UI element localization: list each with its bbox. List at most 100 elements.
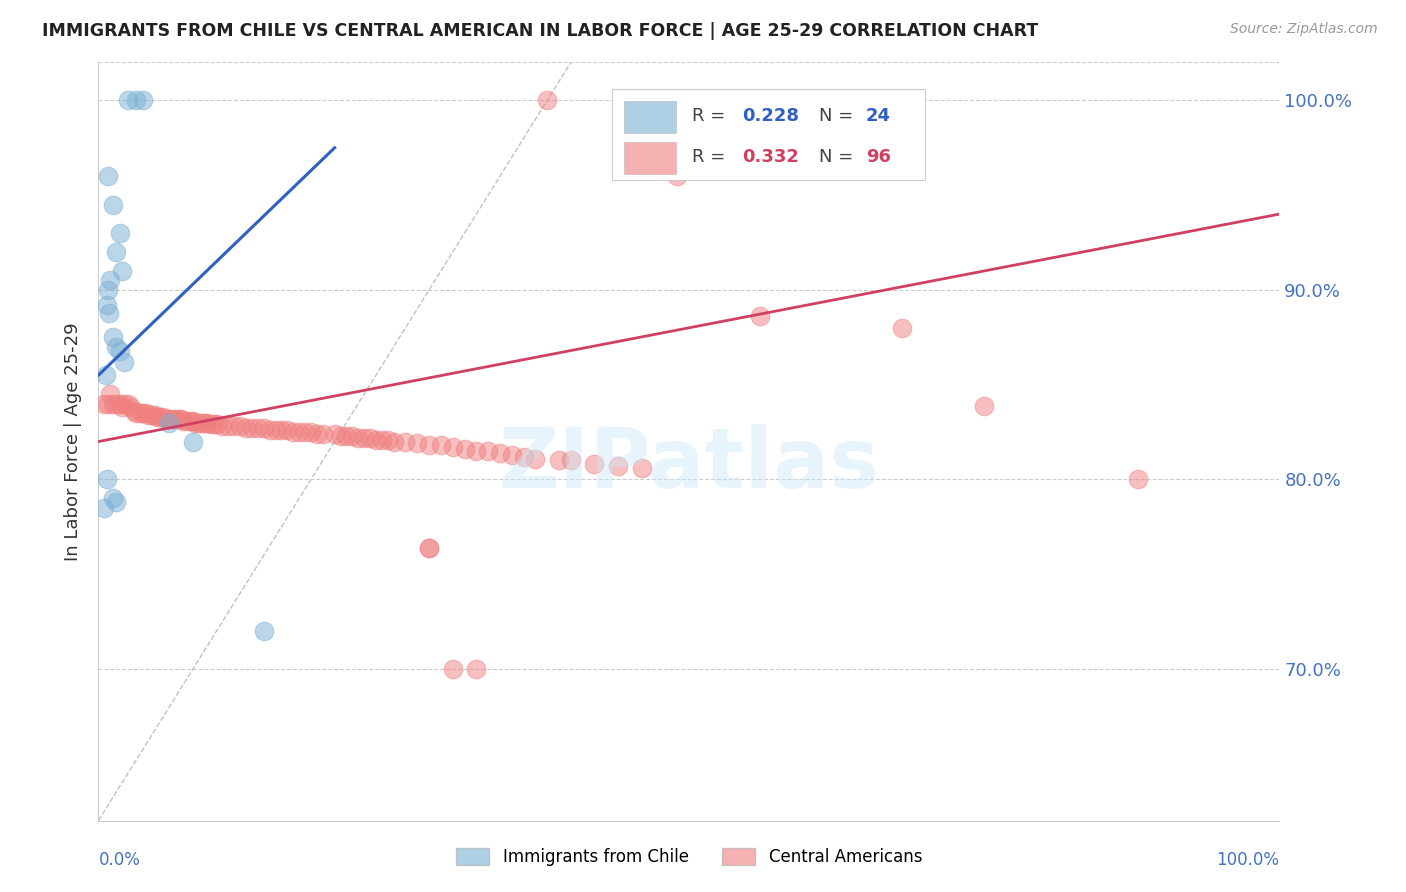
Point	[143, 408, 166, 422]
Point	[184, 416, 207, 430]
Point	[560, 453, 582, 467]
Point	[501, 448, 523, 462]
FancyBboxPatch shape	[612, 89, 925, 180]
Point	[235, 421, 257, 435]
Point	[172, 414, 194, 428]
Point	[125, 94, 148, 108]
Point	[441, 662, 464, 676]
Point	[246, 421, 269, 435]
Point	[180, 414, 202, 428]
Point	[371, 433, 394, 447]
Point	[253, 421, 276, 435]
Point	[157, 412, 180, 426]
Point	[1126, 473, 1149, 487]
Point	[973, 399, 995, 413]
Point	[194, 416, 217, 430]
Text: Source: ZipAtlas.com: Source: ZipAtlas.com	[1230, 22, 1378, 37]
Point	[112, 397, 135, 411]
Point	[666, 169, 689, 184]
Point	[359, 431, 381, 445]
Point	[101, 397, 124, 411]
Point	[394, 434, 416, 449]
Point	[108, 226, 131, 240]
Point	[98, 273, 121, 287]
Point	[353, 431, 375, 445]
Point	[253, 624, 276, 639]
Point	[98, 306, 121, 320]
Text: 0.0%: 0.0%	[98, 851, 141, 869]
Text: R =: R =	[693, 107, 731, 125]
Point	[536, 94, 558, 108]
Point	[524, 451, 547, 466]
Point	[93, 397, 115, 411]
Point	[152, 409, 174, 424]
Point	[132, 406, 155, 420]
Point	[890, 321, 912, 335]
Point	[200, 417, 222, 432]
Point	[125, 406, 148, 420]
Point	[335, 429, 357, 443]
Point	[205, 417, 228, 432]
Point	[101, 330, 124, 344]
Point	[477, 444, 499, 458]
Point	[224, 419, 246, 434]
Legend: Immigrants from Chile, Central Americans: Immigrants from Chile, Central Americans	[449, 841, 929, 873]
FancyBboxPatch shape	[624, 101, 676, 133]
Point	[128, 406, 150, 420]
Text: 0.332: 0.332	[742, 148, 799, 166]
Point	[382, 434, 405, 449]
Point	[342, 429, 364, 443]
Text: 96: 96	[866, 148, 891, 166]
Text: N =: N =	[818, 148, 859, 166]
Point	[101, 197, 124, 211]
Point	[156, 412, 179, 426]
Point	[240, 421, 263, 435]
Point	[312, 427, 335, 442]
Point	[108, 397, 131, 411]
Point	[748, 310, 770, 324]
Point	[418, 541, 440, 555]
Point	[430, 438, 453, 452]
Point	[548, 453, 571, 467]
Point	[211, 419, 233, 434]
Point	[97, 169, 120, 184]
Point	[294, 425, 316, 439]
Point	[96, 473, 118, 487]
Point	[347, 431, 370, 445]
Point	[117, 397, 139, 411]
Point	[149, 409, 172, 424]
Point	[146, 409, 169, 424]
Y-axis label: In Labor Force | Age 25-29: In Labor Force | Age 25-29	[65, 322, 83, 561]
Text: R =: R =	[693, 148, 731, 166]
Point	[111, 401, 134, 415]
Point	[101, 491, 124, 506]
Point	[489, 446, 512, 460]
Point	[276, 423, 298, 437]
Point	[195, 416, 218, 430]
Point	[94, 368, 117, 383]
Point	[157, 416, 180, 430]
Text: IMMIGRANTS FROM CHILE VS CENTRAL AMERICAN IN LABOR FORCE | AGE 25-29 CORRELATION: IMMIGRANTS FROM CHILE VS CENTRAL AMERICA…	[42, 22, 1039, 40]
Point	[377, 433, 399, 447]
Text: 24: 24	[866, 107, 891, 125]
Point	[607, 459, 630, 474]
Point	[181, 434, 204, 449]
Point	[98, 387, 121, 401]
Text: 0.228: 0.228	[742, 107, 799, 125]
Point	[630, 461, 652, 475]
Point	[217, 419, 239, 434]
Point	[96, 298, 118, 312]
Point	[105, 397, 128, 411]
Point	[132, 94, 155, 108]
Point	[187, 416, 209, 430]
Point	[323, 427, 346, 442]
FancyBboxPatch shape	[624, 142, 676, 174]
Text: N =: N =	[818, 107, 859, 125]
Point	[441, 440, 464, 454]
Point	[93, 500, 115, 515]
Point	[105, 340, 128, 354]
Point	[108, 343, 131, 358]
Point	[135, 406, 157, 420]
Point	[112, 355, 135, 369]
Point	[465, 662, 488, 676]
